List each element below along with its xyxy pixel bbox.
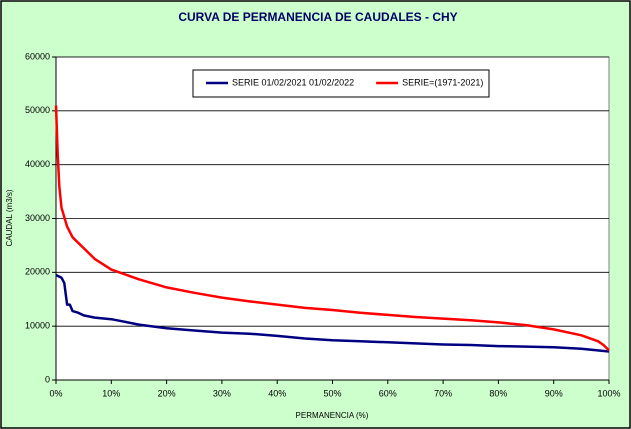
y-axis-label: CAUDAL (m3/s)	[5, 189, 14, 246]
x-tick-label: 70%	[434, 388, 452, 398]
legend-box	[192, 69, 490, 98]
x-tick-label: 100%	[597, 388, 620, 398]
y-tick-label: 60000	[25, 51, 50, 61]
x-tick-label: 50%	[323, 388, 341, 398]
y-tick-label: 10000	[25, 321, 50, 331]
y-tick-label: 20000	[25, 267, 50, 277]
y-tick-label: 30000	[25, 213, 50, 223]
x-tick-label: 60%	[379, 388, 397, 398]
x-tick-label: 40%	[268, 388, 286, 398]
chart-title: CURVA DE PERMANENCIA DE CAUDALES - CHY	[178, 10, 457, 24]
legend-label: SERIE=(1971-2021)	[402, 77, 483, 87]
y-tick-label: 0	[45, 374, 50, 384]
y-tick-label: 40000	[25, 159, 50, 169]
x-axis-label: PERMANENCIA (%)	[296, 411, 369, 420]
series-line	[54, 105, 610, 352]
x-tick-label: 90%	[545, 388, 563, 398]
x-tick-label: 10%	[102, 388, 120, 398]
x-tick-label: 20%	[158, 388, 176, 398]
x-tick-label: 80%	[489, 388, 507, 398]
x-tick-label: 30%	[213, 388, 231, 398]
y-tick-label: 50000	[25, 105, 50, 115]
x-tick-label: 0%	[49, 388, 62, 398]
series-line	[55, 273, 610, 353]
legend-label: SERIE 01/02/2021 01/02/2022	[232, 77, 354, 87]
